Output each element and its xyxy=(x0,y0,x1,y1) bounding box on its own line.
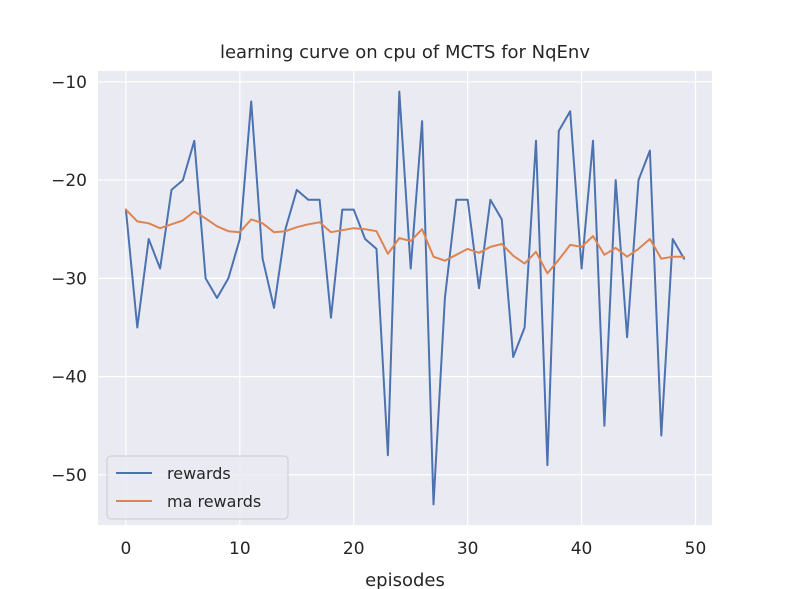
x-tick-label: 0 xyxy=(120,539,131,559)
y-tick-label: −40 xyxy=(51,368,87,388)
series-lines xyxy=(124,90,686,506)
y-tick-labels: −10 −20 −30 −40 −50 xyxy=(51,73,87,486)
y-tick-label: −10 xyxy=(51,73,87,93)
x-axis-label: episodes xyxy=(365,570,445,589)
series-line-ma-rewards xyxy=(124,208,686,275)
y-tick-label: −20 xyxy=(51,171,87,191)
legend: rewards ma rewards xyxy=(106,455,289,520)
legend-box xyxy=(106,455,289,520)
x-tick-label: 20 xyxy=(343,539,365,559)
legend-label: ma rewards xyxy=(167,492,261,511)
x-tick-label: 40 xyxy=(571,539,593,559)
y-tick-label: −30 xyxy=(51,269,87,289)
grid-lines xyxy=(98,71,712,525)
chart-title: learning curve on cpu of MCTS for NqEnv xyxy=(220,42,590,63)
x-tick-label: 10 xyxy=(229,539,251,559)
x-tick-label: 30 xyxy=(457,539,479,559)
x-tick-label: 50 xyxy=(685,539,707,559)
series-line-rewards xyxy=(124,90,686,506)
x-tick-labels: 0 10 20 30 40 50 xyxy=(120,539,706,559)
y-tick-label: −50 xyxy=(51,466,87,486)
legend-label: rewards xyxy=(167,464,231,483)
